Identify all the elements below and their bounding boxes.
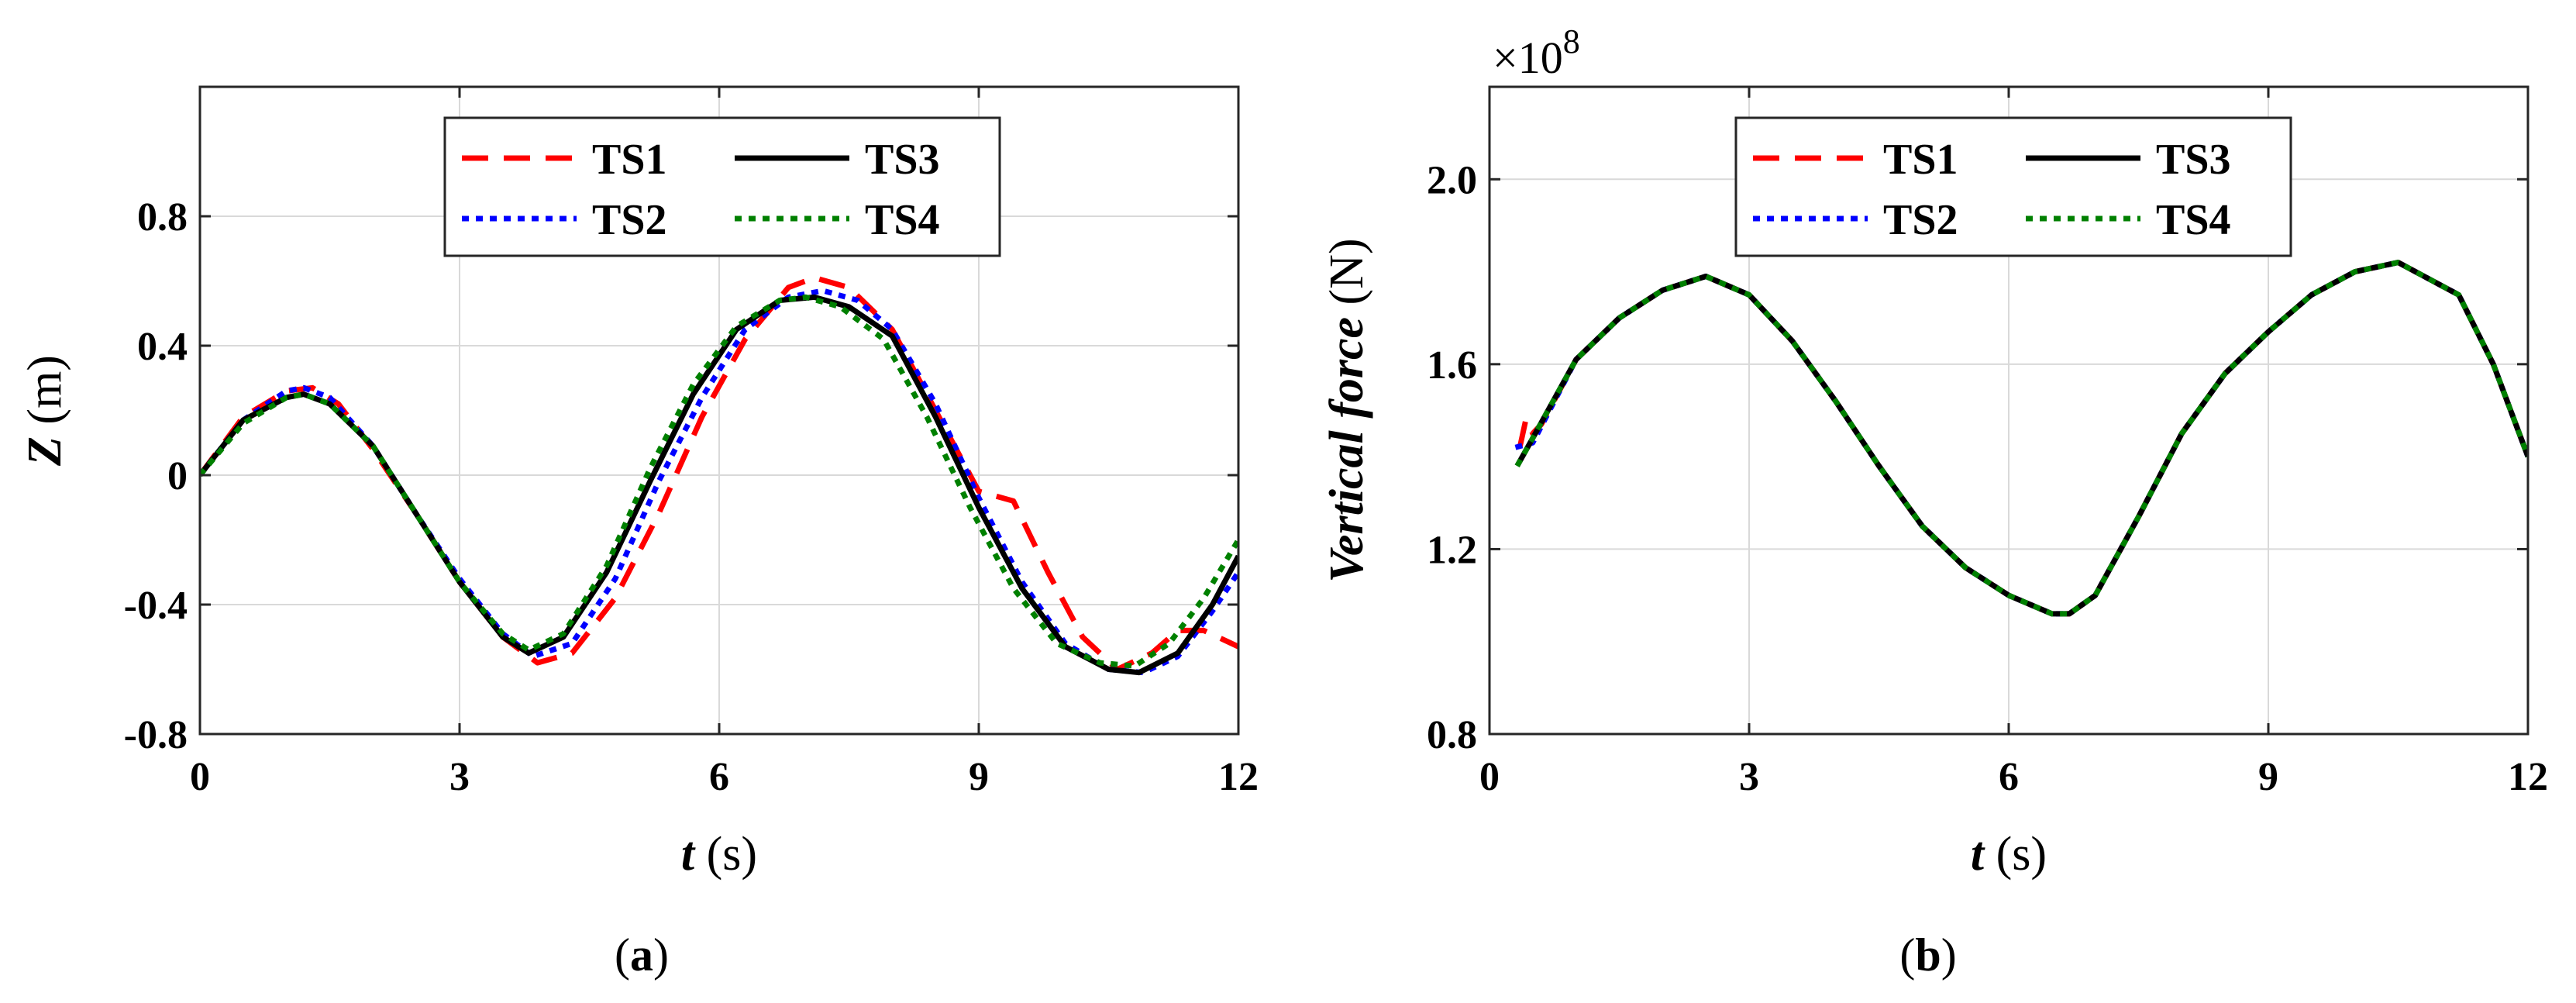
panel-a-x-axis-symbol: t (681, 828, 696, 881)
panel-b-series-line-ts3 (1514, 260, 2528, 617)
panel-b-y-tick-label: 1.2 (1427, 528, 1477, 572)
panel-a-legend: TS1 TS2 TS3 TS4 (443, 116, 1001, 257)
panel-a-x-tick-label: 9 (969, 755, 989, 799)
panel-a-x-tick-label: 6 (709, 755, 729, 799)
panel-a-legend-box (443, 116, 1001, 257)
panel-b-vertical-force-chart: 0 3 6 9 12 0.8 1.2 1.6 2.0 t (s) Vertical force (N… (1321, 22, 2548, 981)
panel-a-y-axis-label: Z (m) (19, 355, 71, 467)
panel-b-caption-close: ) (1941, 929, 1957, 981)
panel-b-caption-letter: b (1915, 929, 1941, 981)
panel-a-series-line-ts4 (200, 294, 1238, 669)
panel-b-x-tick-label: 0 (1479, 755, 1500, 799)
panel-a-caption: (a) (615, 929, 669, 981)
panel-b-series-group (1514, 260, 2528, 617)
panel-b-y-axis-symbol: Vertical force (1321, 317, 1373, 583)
panel-a-series-group (200, 274, 1238, 676)
panel-a-legend-label-ts1: TS1 (592, 136, 667, 184)
panel-a-legend-label-ts4: TS4 (865, 196, 940, 244)
panel-a-legend-label-ts3: TS3 (865, 136, 940, 184)
panel-b-caption: (b) (1899, 929, 1956, 981)
panel-a-y-tick-label: -0.4 (124, 584, 188, 628)
panel-a-y-tick-label: -0.8 (124, 713, 188, 757)
panel-a-caption-close: ) (653, 929, 669, 981)
panel-b-caption-open: ( (1899, 929, 1915, 981)
panel-b-multiplier-base: ×10 (1493, 33, 1563, 83)
panel-b-multiplier-exponent: 8 (1563, 22, 1580, 60)
panel-b-legend: TS1 TS2 TS3 TS4 (1734, 116, 2292, 257)
panel-b-x-tick-label: 6 (1999, 755, 2019, 799)
panel-a-legend-label-ts2: TS2 (592, 196, 667, 244)
panel-b-y-axis-label: Vertical force (N) (1321, 238, 1373, 582)
panel-b-legend-label-ts4: TS4 (2156, 196, 2231, 244)
panel-a-x-tick-label: 3 (449, 755, 470, 799)
panel-b-series-line-ts4 (1514, 260, 2528, 617)
panel-a-y-axis-unit: (m) (19, 355, 71, 436)
panel-b-legend-label-ts1: TS1 (1883, 136, 1958, 184)
panel-b-x-axis-unit: (s) (1984, 828, 2047, 881)
panel-a-caption-open: ( (615, 929, 630, 981)
panel-a-caption-letter: a (630, 929, 653, 981)
panel-b-legend-label-ts2: TS2 (1883, 196, 1958, 244)
panel-b-series-line-ts2 (1514, 260, 2528, 617)
panel-a-x-tick-label: 0 (190, 755, 210, 799)
panel-b-x-axis-label: t (s) (1971, 828, 2047, 881)
panel-a-x-axis-label: t (s) (681, 828, 757, 881)
panel-a-y-tick-label: 0.4 (137, 325, 188, 369)
panel-b-y-axis-unit: (N) (1321, 238, 1373, 317)
panel-b-y-multiplier: ×108 (1493, 22, 1580, 83)
panel-b-legend-box (1734, 116, 2292, 257)
panel-a-zdisplacement-chart: 0 3 6 9 12 -0.8 -0.4 0 0.4 0.8 t (s) Z (m) TS1 TS2 TS3… (19, 85, 1259, 981)
panel-a-x-tick-label: 12 (1218, 755, 1259, 799)
panel-b-x-tick-label: 12 (2508, 755, 2548, 799)
panel-b-y-tick-label: 0.8 (1427, 713, 1477, 757)
panel-b-x-tick-label: 3 (1739, 755, 1759, 799)
panel-a-x-axis-unit: (s) (694, 828, 757, 881)
panel-b-x-tick-label: 9 (2258, 755, 2278, 799)
panel-b-legend-label-ts3: TS3 (2156, 136, 2231, 184)
panel-b-y-tick-label: 1.6 (1427, 343, 1477, 388)
panel-b-y-tick-label: 2.0 (1427, 158, 1477, 202)
panel-a-y-tick-label: 0.8 (137, 195, 188, 240)
panel-b-series-line-ts1 (1517, 260, 2528, 617)
panel-a-y-axis-symbol: Z (19, 436, 71, 467)
panel-a-y-tick-label: 0 (167, 454, 188, 498)
panel-b-x-axis-symbol: t (1971, 828, 1985, 881)
